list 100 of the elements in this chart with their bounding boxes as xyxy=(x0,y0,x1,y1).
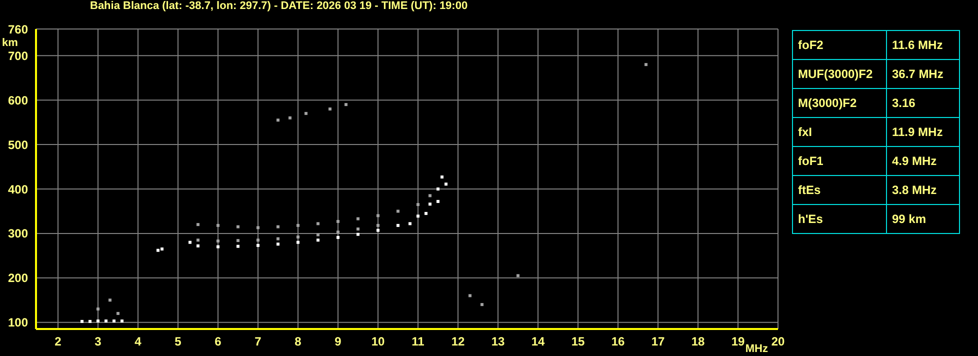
point xyxy=(440,176,444,178)
y-axis-title: km xyxy=(2,36,18,49)
x-tick-label: 11 xyxy=(412,334,425,349)
point xyxy=(356,228,360,230)
text: 99 km xyxy=(892,212,926,226)
x-tick-label: 16 xyxy=(611,334,625,349)
point xyxy=(428,202,432,206)
x-tick-label: 19 xyxy=(731,334,745,349)
y-tick-label: 300 xyxy=(8,226,28,241)
y-tick-label: 400 xyxy=(8,182,28,196)
point xyxy=(396,210,400,213)
point xyxy=(196,244,200,248)
point xyxy=(336,220,340,223)
y-tick-label: 760 xyxy=(8,22,28,36)
x-tick-label: 10 xyxy=(371,334,385,349)
x-tick-label: 13 xyxy=(491,334,505,349)
point xyxy=(88,320,92,323)
point xyxy=(256,244,260,247)
x-tick-label: 12 xyxy=(451,334,465,349)
text: 3.16 xyxy=(892,96,916,110)
point xyxy=(376,224,380,227)
point xyxy=(216,245,220,248)
x-tick-label: 15 xyxy=(571,334,585,349)
point xyxy=(428,194,432,198)
point xyxy=(256,238,260,242)
x-tick-label: 3 xyxy=(94,334,102,349)
point xyxy=(236,244,240,248)
point xyxy=(644,63,648,66)
x-tick-label: 14 xyxy=(531,334,545,349)
point xyxy=(196,223,200,226)
point xyxy=(316,233,320,236)
x-tick-label: 2 xyxy=(54,334,62,349)
category-label: h'Es xyxy=(792,204,886,234)
point xyxy=(288,116,292,120)
category-label: foF2 xyxy=(792,30,886,60)
point xyxy=(80,320,84,323)
text: 11.6 MHz xyxy=(892,38,943,52)
category-label: MUF(3000)F2 xyxy=(792,60,886,88)
point xyxy=(276,118,280,122)
point xyxy=(188,240,192,244)
category-label: foF1 xyxy=(792,146,886,176)
point xyxy=(344,103,348,106)
point xyxy=(316,222,320,226)
category-label: M(3000)F2 xyxy=(792,88,886,118)
point xyxy=(276,242,280,246)
point xyxy=(156,248,160,252)
x-tick-label: 5 xyxy=(174,334,182,349)
point xyxy=(108,298,112,302)
point xyxy=(276,237,280,240)
y-tick-label: 200 xyxy=(8,271,28,286)
point xyxy=(328,108,332,110)
point xyxy=(160,248,164,250)
text: 11.9 MHz xyxy=(892,125,943,139)
x-tick-label: 17 xyxy=(651,334,665,349)
point xyxy=(304,112,308,115)
point xyxy=(336,230,340,234)
point xyxy=(96,320,100,322)
point xyxy=(120,320,124,322)
point xyxy=(424,212,428,215)
point xyxy=(356,232,360,236)
y-tick-label: 500 xyxy=(8,138,28,152)
x-tick-label: 6 xyxy=(214,334,222,349)
point xyxy=(408,222,412,226)
x-tick-label: 4 xyxy=(134,334,142,349)
point xyxy=(112,320,116,322)
point xyxy=(216,240,220,242)
point xyxy=(376,228,380,232)
text: 4.9 MHz xyxy=(892,154,937,168)
x-tick-label: 18 xyxy=(691,334,705,349)
point xyxy=(436,188,440,190)
point xyxy=(236,225,240,228)
point xyxy=(296,236,300,238)
chart-title: Bahia Blanca (lat: -38.7, lon: 297.7) - DATE: 2026 03 19 - TIME (UT): 19:00 xyxy=(90,0,468,12)
x-axis-title: MHz xyxy=(745,343,768,355)
point xyxy=(468,294,472,298)
point xyxy=(444,182,448,186)
point xyxy=(296,240,300,244)
point xyxy=(216,224,220,227)
y-tick-label: 600 xyxy=(8,93,28,108)
point xyxy=(376,214,380,218)
point xyxy=(396,224,400,227)
point xyxy=(196,238,200,242)
x-tick-label: 20 xyxy=(771,334,785,349)
text: 3.8 MHz xyxy=(892,183,937,197)
x-tick-label: 9 xyxy=(334,334,342,349)
x-tick-label: 8 xyxy=(294,334,302,349)
point xyxy=(96,308,100,310)
point xyxy=(276,225,280,228)
point xyxy=(356,217,360,220)
category-label: ftEs xyxy=(792,176,886,204)
y-tick-label: 100 xyxy=(8,316,28,330)
point xyxy=(316,238,320,242)
y-tick-label: 700 xyxy=(8,48,28,63)
x-tick-label: 7 xyxy=(254,334,262,349)
point xyxy=(480,303,484,306)
point xyxy=(236,239,240,242)
point xyxy=(436,200,440,203)
point xyxy=(416,214,420,218)
point xyxy=(336,236,340,239)
point xyxy=(296,224,300,227)
